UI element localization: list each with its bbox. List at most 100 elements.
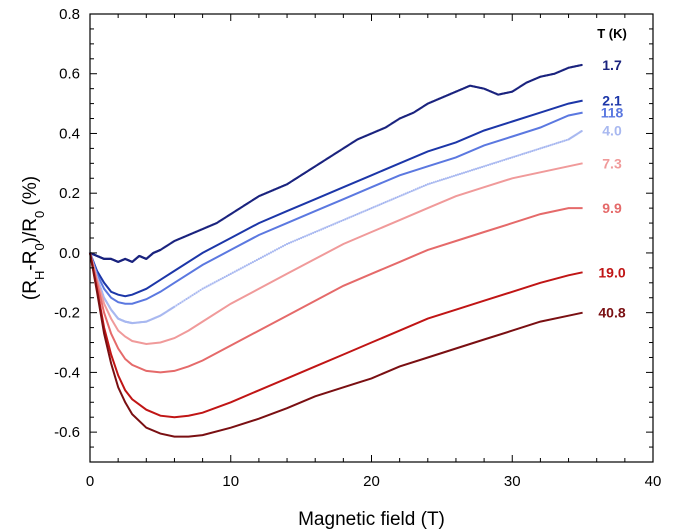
data-point [523, 152, 526, 155]
series-2.1 [89, 99, 583, 298]
data-point [382, 201, 385, 205]
data-point [555, 142, 558, 145]
series-4.0 [88, 130, 583, 325]
series-118 [89, 111, 583, 305]
data-point [430, 181, 433, 185]
data-point [452, 174, 456, 178]
data-point [283, 243, 287, 247]
data-point [557, 141, 560, 144]
data-point [410, 189, 413, 193]
data-point [318, 229, 321, 232]
data-point [360, 211, 363, 214]
data-point [539, 147, 542, 150]
data-point [495, 161, 498, 164]
series-1.7 [88, 63, 583, 263]
data-point [426, 183, 429, 186]
data-point [197, 290, 200, 293]
data-point [300, 236, 303, 240]
data-point [269, 251, 273, 254]
data-point [352, 214, 355, 217]
data-point [340, 219, 343, 223]
data-point [306, 234, 309, 237]
data-point [402, 193, 405, 196]
data-point [541, 146, 544, 149]
data-point [509, 156, 512, 160]
series-label: 9.9 [602, 200, 622, 216]
data-point [406, 191, 409, 194]
data-point [356, 213, 359, 216]
data-point [472, 168, 476, 171]
data-point [521, 153, 524, 156]
data-point [436, 179, 439, 183]
data-point [404, 192, 407, 195]
data-point [468, 169, 472, 172]
y-axis-title-part: (R [20, 280, 41, 300]
data-point [249, 262, 252, 265]
data-point [476, 167, 480, 170]
data-point [364, 209, 367, 212]
data-point [440, 178, 443, 181]
data-point [418, 186, 421, 189]
data-point [185, 297, 188, 301]
data-point [235, 269, 238, 272]
data-point [281, 245, 285, 248]
y-axis-title-part: (%) [20, 176, 41, 211]
data-point [398, 195, 401, 198]
data-point [177, 303, 180, 306]
data-point [239, 267, 242, 270]
y-axis-title-part: -R [20, 251, 41, 271]
x-tick-label: 30 [504, 473, 521, 490]
data-point [515, 154, 518, 158]
data-point [302, 236, 305, 239]
data-point [308, 233, 311, 236]
data-point [251, 261, 254, 264]
data-point [580, 63, 583, 67]
data-point [316, 230, 319, 233]
x-tick-label: 40 [645, 473, 662, 490]
data-point [173, 305, 176, 308]
data-point [217, 279, 220, 282]
data-point [175, 304, 178, 307]
series-label: 118 [601, 105, 624, 121]
data-point [559, 140, 562, 144]
data-point [213, 281, 216, 284]
data-point [205, 285, 208, 288]
axes-layer: 0 10 20 30 40 -0.6 -0.4 -0.2 0.0 0.2 0.4 0.6 0.8 [54, 6, 661, 490]
data-point [503, 158, 506, 162]
data-point [181, 300, 184, 303]
y-tick-label: 0.2 [59, 185, 80, 202]
data-point [372, 206, 375, 209]
data-point [505, 158, 508, 161]
data-point [487, 163, 490, 167]
data-point [513, 155, 516, 158]
data-point [551, 143, 554, 146]
data-point [211, 282, 214, 285]
series-9.9 [89, 207, 583, 374]
data-point [434, 180, 437, 183]
data-point [322, 227, 325, 230]
data-point [499, 160, 502, 163]
y-axis-title-part: )/R [20, 218, 41, 243]
data-point [478, 166, 482, 169]
data-point [480, 165, 484, 169]
data-point [378, 203, 381, 206]
data-point [199, 288, 202, 292]
data-point [565, 138, 568, 142]
data-point [346, 217, 349, 220]
data-point [535, 148, 538, 151]
data-point [408, 190, 411, 194]
data-point [442, 178, 445, 181]
y-axis-title: (RH-R0)/R0 (%) [20, 176, 47, 300]
data-point [470, 169, 474, 172]
data-point [201, 287, 204, 290]
data-point [259, 256, 263, 259]
data-point [253, 259, 256, 263]
series-label: 4.0 [602, 122, 622, 138]
data-point [191, 294, 194, 297]
data-point [334, 222, 337, 225]
data-point [314, 230, 317, 234]
data-point [271, 250, 275, 253]
data-point [225, 274, 228, 278]
data-point [424, 183, 427, 187]
data-point [491, 162, 494, 165]
